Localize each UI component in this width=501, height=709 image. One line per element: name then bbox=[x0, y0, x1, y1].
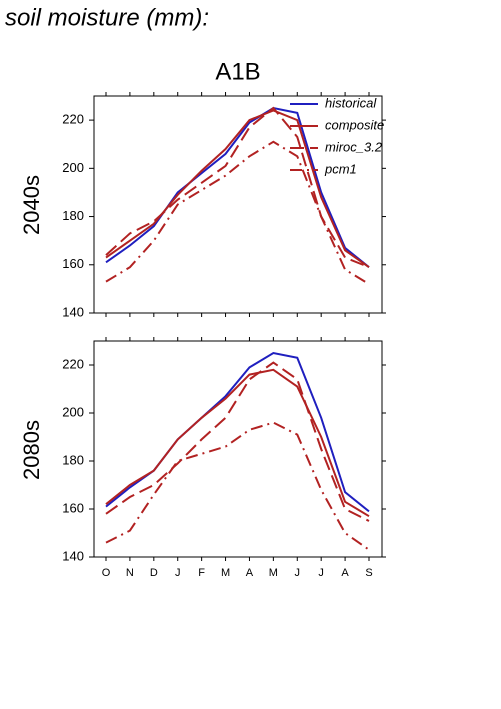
y-tick-label: 220 bbox=[62, 356, 84, 371]
x-tick-label: S bbox=[365, 567, 372, 579]
series-line bbox=[105, 361, 370, 522]
y-axis-label: 2040s bbox=[19, 175, 44, 235]
plot-frame bbox=[93, 340, 383, 558]
legend-label: pcm1 bbox=[324, 161, 357, 176]
legend-label: composite bbox=[325, 117, 384, 132]
x-tick-label: M bbox=[269, 567, 278, 579]
series-line bbox=[105, 109, 370, 269]
series-line bbox=[105, 106, 370, 269]
series-line bbox=[105, 106, 370, 268]
x-tick-label: O bbox=[102, 567, 111, 579]
x-tick-label: A bbox=[341, 567, 349, 579]
y-tick-label: 160 bbox=[62, 500, 84, 515]
y-tick-label: 160 bbox=[62, 256, 84, 271]
y-tick-label: 220 bbox=[62, 112, 84, 127]
x-tick-label: A bbox=[246, 567, 254, 579]
x-tick-label: M bbox=[221, 567, 230, 579]
legend-label: historical bbox=[325, 95, 377, 110]
x-tick-label: N bbox=[126, 567, 134, 579]
x-tick-label: J bbox=[318, 567, 324, 579]
y-tick-label: 180 bbox=[62, 208, 84, 223]
y-tick-label: 140 bbox=[62, 548, 84, 563]
panel-title: A1B bbox=[215, 58, 260, 85]
x-tick-label: J bbox=[175, 567, 181, 579]
series-line bbox=[105, 140, 370, 285]
x-tick-label: D bbox=[150, 567, 158, 579]
y-tick-label: 200 bbox=[62, 160, 84, 175]
y-tick-label: 180 bbox=[62, 452, 84, 467]
series-line bbox=[105, 368, 370, 518]
y-tick-label: 200 bbox=[62, 404, 84, 419]
page-title: soil moisture (mm): bbox=[5, 4, 209, 31]
y-axis-label: 2080s bbox=[19, 420, 44, 480]
x-tick-label: F bbox=[198, 567, 205, 579]
legend-label: miroc_3.2 bbox=[325, 139, 383, 154]
y-tick-label: 140 bbox=[62, 304, 84, 319]
plot-frame bbox=[93, 95, 383, 314]
x-tick-label: J bbox=[295, 567, 301, 579]
series-line bbox=[105, 421, 370, 551]
